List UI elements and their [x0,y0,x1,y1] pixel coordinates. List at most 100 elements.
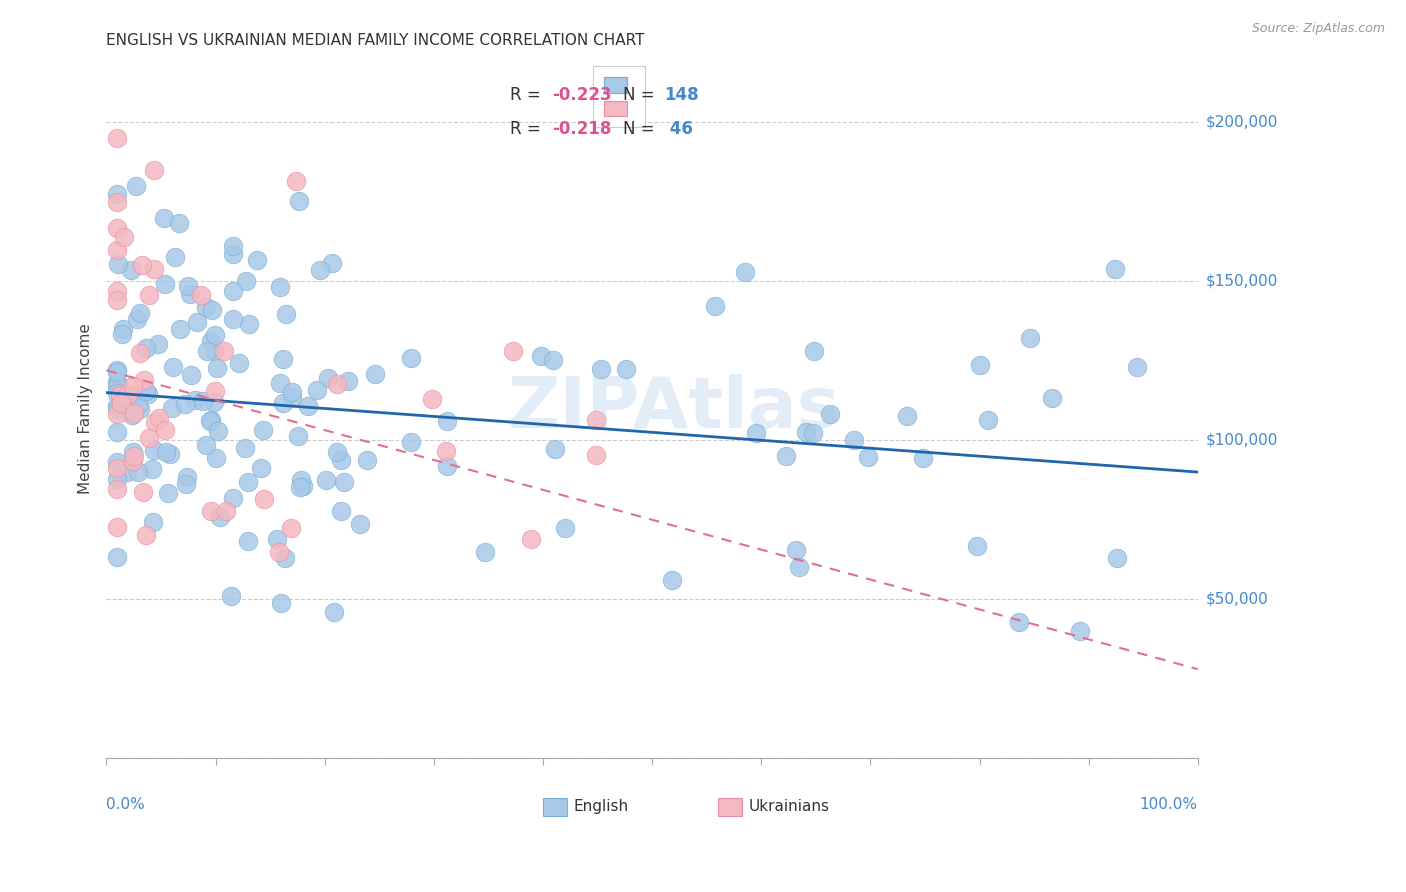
Point [165,250,187,264]
Point [585,448,607,462]
Point [436,413,458,427]
Point [105,363,128,377]
Point [249,461,271,475]
Point [142,515,165,529]
Point [105,284,128,298]
Point [401,351,423,365]
Point [212,344,235,359]
Point [105,221,128,235]
Point [141,462,163,476]
Point [309,262,332,277]
Point [585,412,607,426]
Point [105,375,128,389]
Point [775,449,797,463]
Point [271,396,294,410]
Point [105,401,128,416]
Point [195,300,218,314]
Point [200,412,222,426]
Point [252,423,274,437]
Point [436,459,458,474]
Point [205,450,228,465]
Point [204,384,226,398]
Point [120,263,142,277]
Point [434,444,457,458]
Point [896,409,918,423]
Point [803,344,825,359]
Point [221,247,243,261]
Point [105,549,128,564]
Point [591,362,613,376]
Point [105,131,128,145]
Point [135,341,157,355]
Point [105,425,128,439]
Point [270,595,292,609]
Text: $100,000: $100,000 [1206,433,1278,448]
Point [969,358,991,372]
Point [153,277,176,292]
Point [315,473,337,487]
Point [316,371,339,385]
Point [911,450,934,465]
Point [205,361,228,376]
Point [236,533,259,548]
Point [292,478,315,492]
Point [176,469,198,483]
Point [153,423,176,437]
Point [129,346,152,360]
Point [273,550,295,565]
Point [131,258,153,272]
Point [253,491,276,506]
Point [173,396,195,410]
Point [157,485,180,500]
Point [297,399,319,413]
Point [794,425,817,439]
Point [285,173,308,187]
Point [614,362,637,376]
Point [238,475,260,489]
Point [125,178,148,193]
Point [121,408,143,422]
Point [235,441,257,455]
Point [177,279,200,293]
Point [108,387,131,401]
Text: 148: 148 [664,87,699,104]
Point [502,343,524,358]
Point [128,402,150,417]
Text: -0.223: -0.223 [551,87,612,104]
Point [520,532,543,546]
Point [162,401,184,416]
Point [1104,262,1126,277]
Point [202,395,225,409]
Point [288,194,311,209]
Point [121,389,143,403]
Point [273,351,295,366]
Point [801,425,824,440]
Point [143,416,166,430]
Point [329,452,352,467]
Point [1040,391,1063,405]
Point [134,373,156,387]
Point [174,477,197,491]
Point [207,425,229,439]
Point [785,543,807,558]
Point [202,343,225,358]
Point [280,521,302,535]
Point [326,445,349,459]
Point [290,474,312,488]
Legend: , : , [593,66,645,128]
Point [222,491,245,505]
Point [111,326,134,341]
Point [124,406,146,420]
Point [105,293,128,308]
Point [186,315,208,329]
Point [127,398,149,412]
Point [143,261,166,276]
Point [364,367,387,381]
Point [349,516,371,531]
Point [266,533,288,547]
Y-axis label: Median Family Income: Median Family Income [79,323,93,494]
Point [105,407,128,421]
Point [222,239,245,253]
Point [135,528,157,542]
Point [167,216,190,230]
